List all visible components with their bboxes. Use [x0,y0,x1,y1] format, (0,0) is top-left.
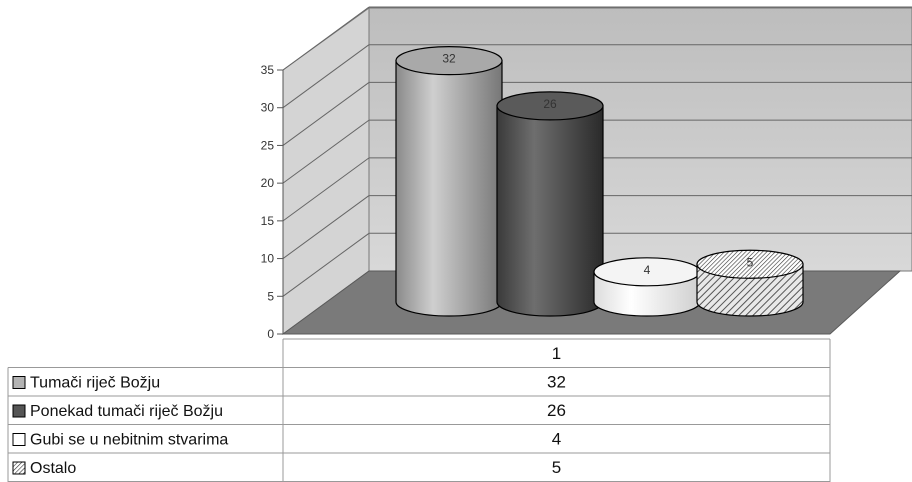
bar [696,249,804,317]
gridline [282,119,370,184]
data-label: 4 [644,263,651,277]
table-cell: 4 [552,430,561,449]
table-cell: 5 [552,458,561,477]
bar-body [496,105,604,317]
bar-top [696,249,804,279]
bar-body [395,60,503,317]
gridline [282,195,370,259]
y-axis-ticks: 0 5 10 15 20 25 30 35 [261,63,283,341]
bar [496,91,604,317]
legend-swatch [12,404,26,418]
legend-swatch [12,376,26,389]
gridline [282,232,370,297]
gridline [282,157,370,222]
gridline [282,6,370,71]
legend-swatch [12,433,26,446]
y-tick-label: 0 [267,327,274,341]
legend-entry: Tumači riječ Božju [30,375,160,392]
legend-entry: Ostalo [30,460,76,477]
data-label: 32 [442,52,456,66]
data-labels: 32 26 4 5 [442,52,753,277]
bar-body [696,263,804,317]
y-tick-label: 15 [261,214,275,228]
gridline [282,44,370,109]
table-row: Tumači riječ Božju 32 [12,373,566,392]
y-tick-label: 25 [261,138,275,152]
x-tick-label: 1 [552,344,561,363]
table-cell: 32 [547,373,566,392]
data-label: 26 [543,97,557,111]
bar [395,46,503,317]
bar-top [496,91,604,121]
bar-top [395,46,503,76]
y-tick-label: 20 [261,176,275,190]
table-row: Ponekad tumači riječ Božju 26 [12,401,566,420]
table-row: Ostalo 5 [12,458,561,477]
legend-entry: Ponekad tumači riječ Božju [30,403,223,420]
table-cell: 26 [547,401,566,420]
data-table: 1 Tumači riječ Božju 32 Ponekad tumači rije… [7,338,831,482]
y-tick-label: 5 [267,289,274,303]
legend-swatch [12,461,26,475]
y-tick-label: 10 [261,252,275,266]
y-tick-label: 30 [261,101,275,115]
y-tick-label: 35 [261,63,275,77]
data-label: 5 [747,255,754,269]
legend-entry: Gubi se u nebitnim stvarima [30,432,228,449]
table-row: Gubi se u nebitnim stvarima 4 [12,430,561,449]
bars [395,46,804,317]
gridline [282,82,370,146]
